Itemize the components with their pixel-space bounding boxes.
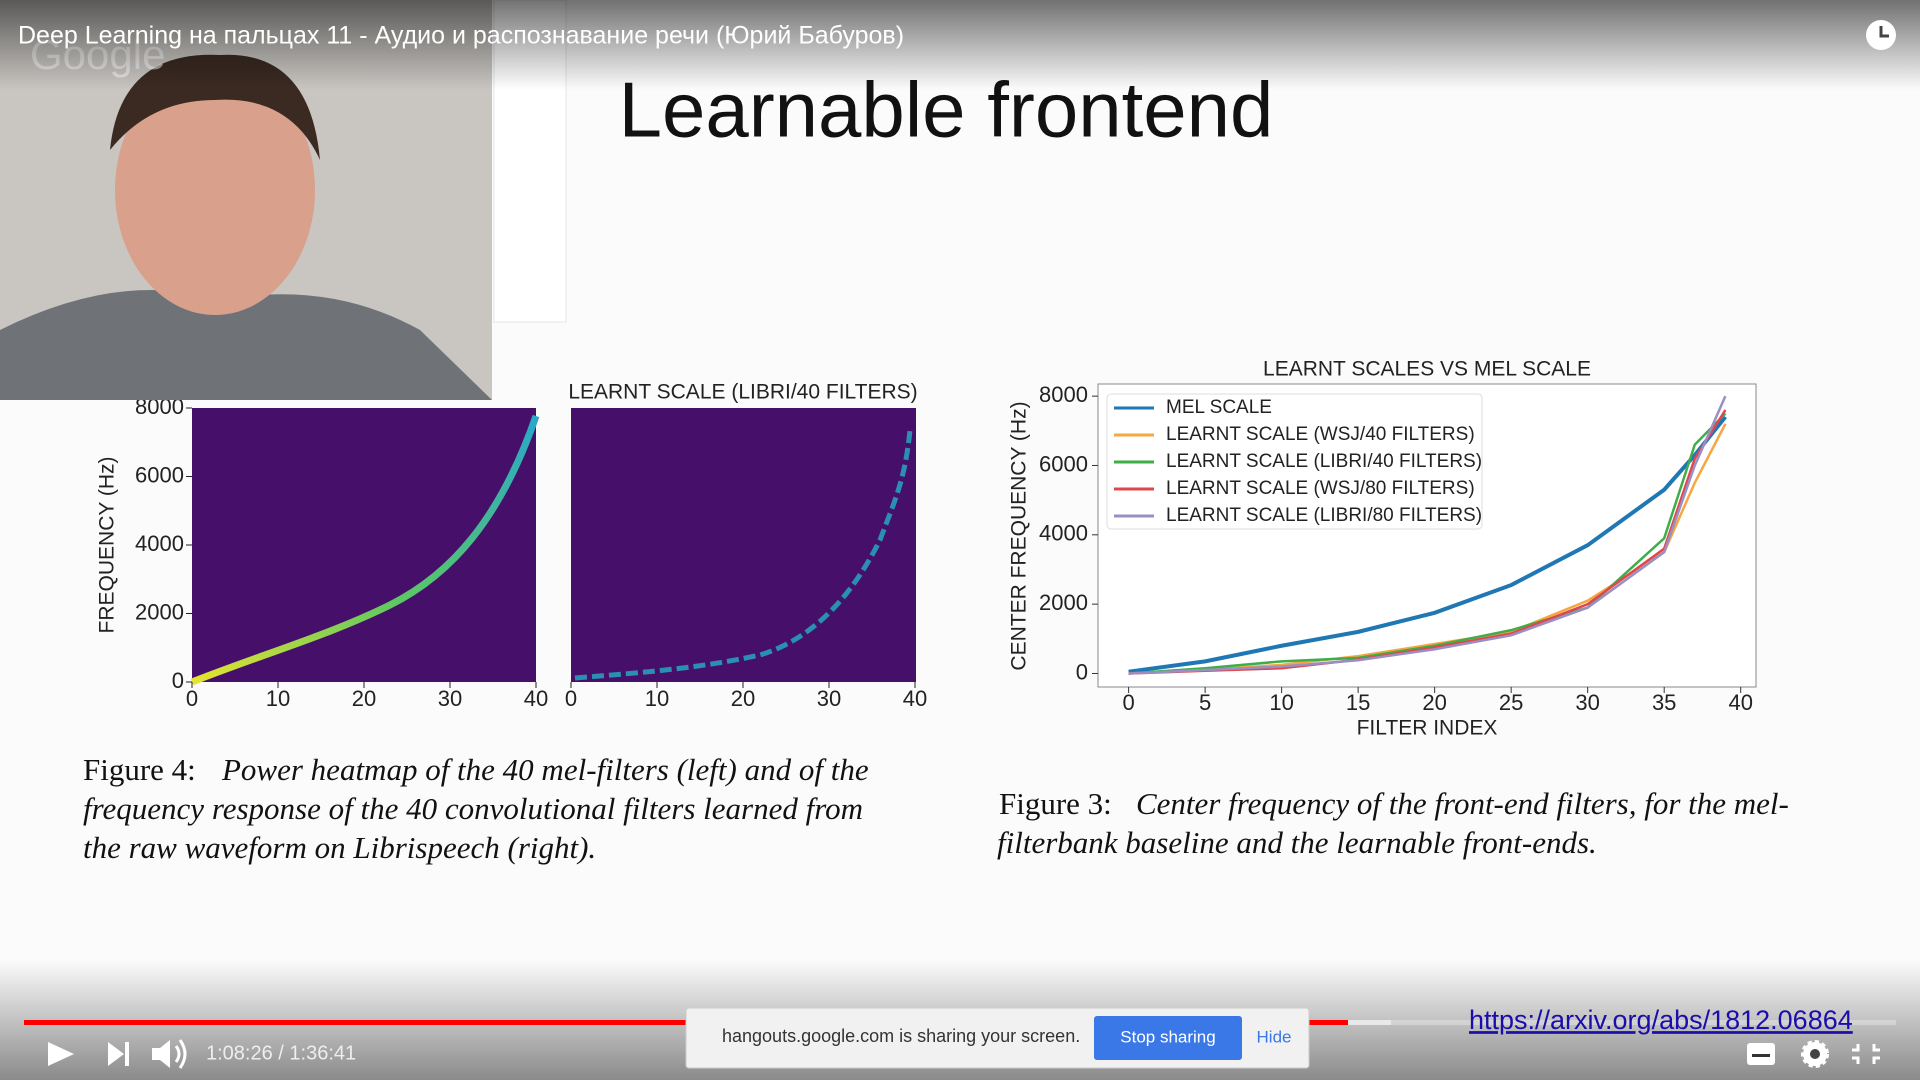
- watch-later-button[interactable]: [1866, 20, 1896, 50]
- heatmaps: LEARNT SCALE (LIBRI/40 FILTERS) FREQUENC…: [96, 381, 928, 711]
- x-tick-label: 10: [1269, 690, 1293, 715]
- stop-sharing-button[interactable]: [1094, 1016, 1242, 1060]
- heatmap-learnt: [571, 408, 916, 682]
- y-tick-label: 0: [1076, 659, 1088, 684]
- exit-fullscreen-button[interactable]: [1852, 1044, 1880, 1064]
- legend-label: LEARNT SCALE (LIBRI/80 FILTERS): [1166, 505, 1482, 526]
- legend-label: LEARNT SCALE (WSJ/80 FILTERS): [1166, 478, 1475, 499]
- caption-line: frequency response of the 40 convolution…: [83, 791, 863, 826]
- x-tick-label: 0: [186, 686, 198, 711]
- x-tick-label: 10: [645, 686, 669, 711]
- series-line: [1128, 395, 1727, 675]
- heatmap-mel: [192, 408, 536, 682]
- figure-3-caption: Figure 3: Center frequency of the front-…: [997, 786, 1789, 860]
- x-axis-label: FILTER INDEX: [1357, 717, 1498, 740]
- shirt: [0, 290, 492, 400]
- stop-sharing-label[interactable]: Stop sharing: [1120, 1027, 1215, 1046]
- paper-link[interactable]: https://arxiv.org/abs/1812.06864: [1469, 1005, 1853, 1035]
- sharing-message: hangouts.google.com is sharing your scre…: [722, 1026, 1080, 1046]
- figure-4-caption: Figure 4: Power heatmap of the 40 mel-fi…: [83, 752, 869, 865]
- chart-title: LEARNT SCALES VS MEL SCALE: [1263, 358, 1591, 381]
- y-tick-label: 6000: [1039, 451, 1088, 476]
- time-display: 1:08:26 / 1:36:41: [206, 1042, 356, 1064]
- x-tick-label: 0: [565, 686, 577, 711]
- caption-line: Center frequency of the front-end filter…: [1136, 786, 1789, 821]
- caption-label: Figure 4:: [83, 752, 196, 787]
- y-tick-label: 2000: [135, 599, 184, 624]
- subtitles-button[interactable]: [1747, 1043, 1775, 1065]
- legend: [1106, 393, 1483, 530]
- y-tick-label: 6000: [135, 462, 184, 487]
- x-tick-label: 35: [1652, 690, 1676, 715]
- caption-label: Figure 3:: [999, 786, 1112, 821]
- heatmap-curve: [190, 414, 540, 686]
- video-title[interactable]: Deep Learning на пальцах 11 - Аудио и ра…: [18, 22, 904, 50]
- play-button[interactable]: [48, 1042, 74, 1066]
- y-axis-label: FREQUENCY (Hz): [96, 457, 119, 634]
- caption-line: Power heatmap of the 40 mel-filters (lef…: [221, 752, 869, 787]
- x-tick-label: 25: [1499, 690, 1523, 715]
- y-tick-label: 2000: [1039, 590, 1088, 615]
- x-tick-label: 40: [524, 686, 548, 711]
- volume-button[interactable]: [152, 1039, 187, 1069]
- x-tick-label: 15: [1346, 690, 1370, 715]
- x-tick-label: 30: [817, 686, 841, 711]
- heatmap-title: LEARNT SCALE (LIBRI/40 FILTERS): [568, 381, 917, 404]
- line-chart: LEARNT SCALES VS MEL SCALE FILTER INDEX …: [1008, 358, 1757, 740]
- top-gradient: [0, 0, 1920, 90]
- series-line: [1128, 412, 1727, 675]
- face: [115, 65, 315, 315]
- settings-button[interactable]: [1801, 1040, 1829, 1068]
- next-button[interactable]: [108, 1042, 129, 1066]
- caption-line: filterbank baseline and the learnable fr…: [997, 825, 1597, 860]
- x-tick-label: 20: [1422, 690, 1446, 715]
- heatmap-curve: [574, 429, 913, 681]
- legend-label: LEARNT SCALE (LIBRI/40 FILTERS): [1166, 451, 1482, 472]
- caption-line: the raw waveform on Librispeech (right).: [83, 830, 596, 865]
- x-tick-label: 30: [1575, 690, 1599, 715]
- x-tick-label: 30: [438, 686, 462, 711]
- series-line: [1128, 415, 1727, 674]
- hide-button[interactable]: Hide: [1257, 1027, 1292, 1046]
- x-tick-label: 40: [903, 686, 927, 711]
- sharing-bar: hangouts.google.com is sharing your scre…: [685, 1007, 1310, 1069]
- x-tick-label: 20: [352, 686, 376, 711]
- y-tick-label: 4000: [1039, 521, 1088, 546]
- x-tick-label: 5: [1199, 690, 1211, 715]
- y-tick-label: 8000: [1039, 382, 1088, 407]
- x-tick-label: 20: [731, 686, 755, 711]
- y-tick-label: 4000: [135, 531, 184, 556]
- x-tick-label: 0: [1122, 690, 1134, 715]
- legend-label: LEARNT SCALE (WSJ/40 FILTERS): [1166, 424, 1475, 445]
- y-axis-label: CENTER FREQUENCY (Hz): [1008, 401, 1031, 670]
- x-tick-label: 10: [266, 686, 290, 711]
- legend-label: MEL SCALE: [1166, 397, 1272, 418]
- progress-buffered: [1348, 1020, 1391, 1025]
- x-tick-label: 40: [1728, 690, 1752, 715]
- y-tick-label: 0: [172, 668, 184, 693]
